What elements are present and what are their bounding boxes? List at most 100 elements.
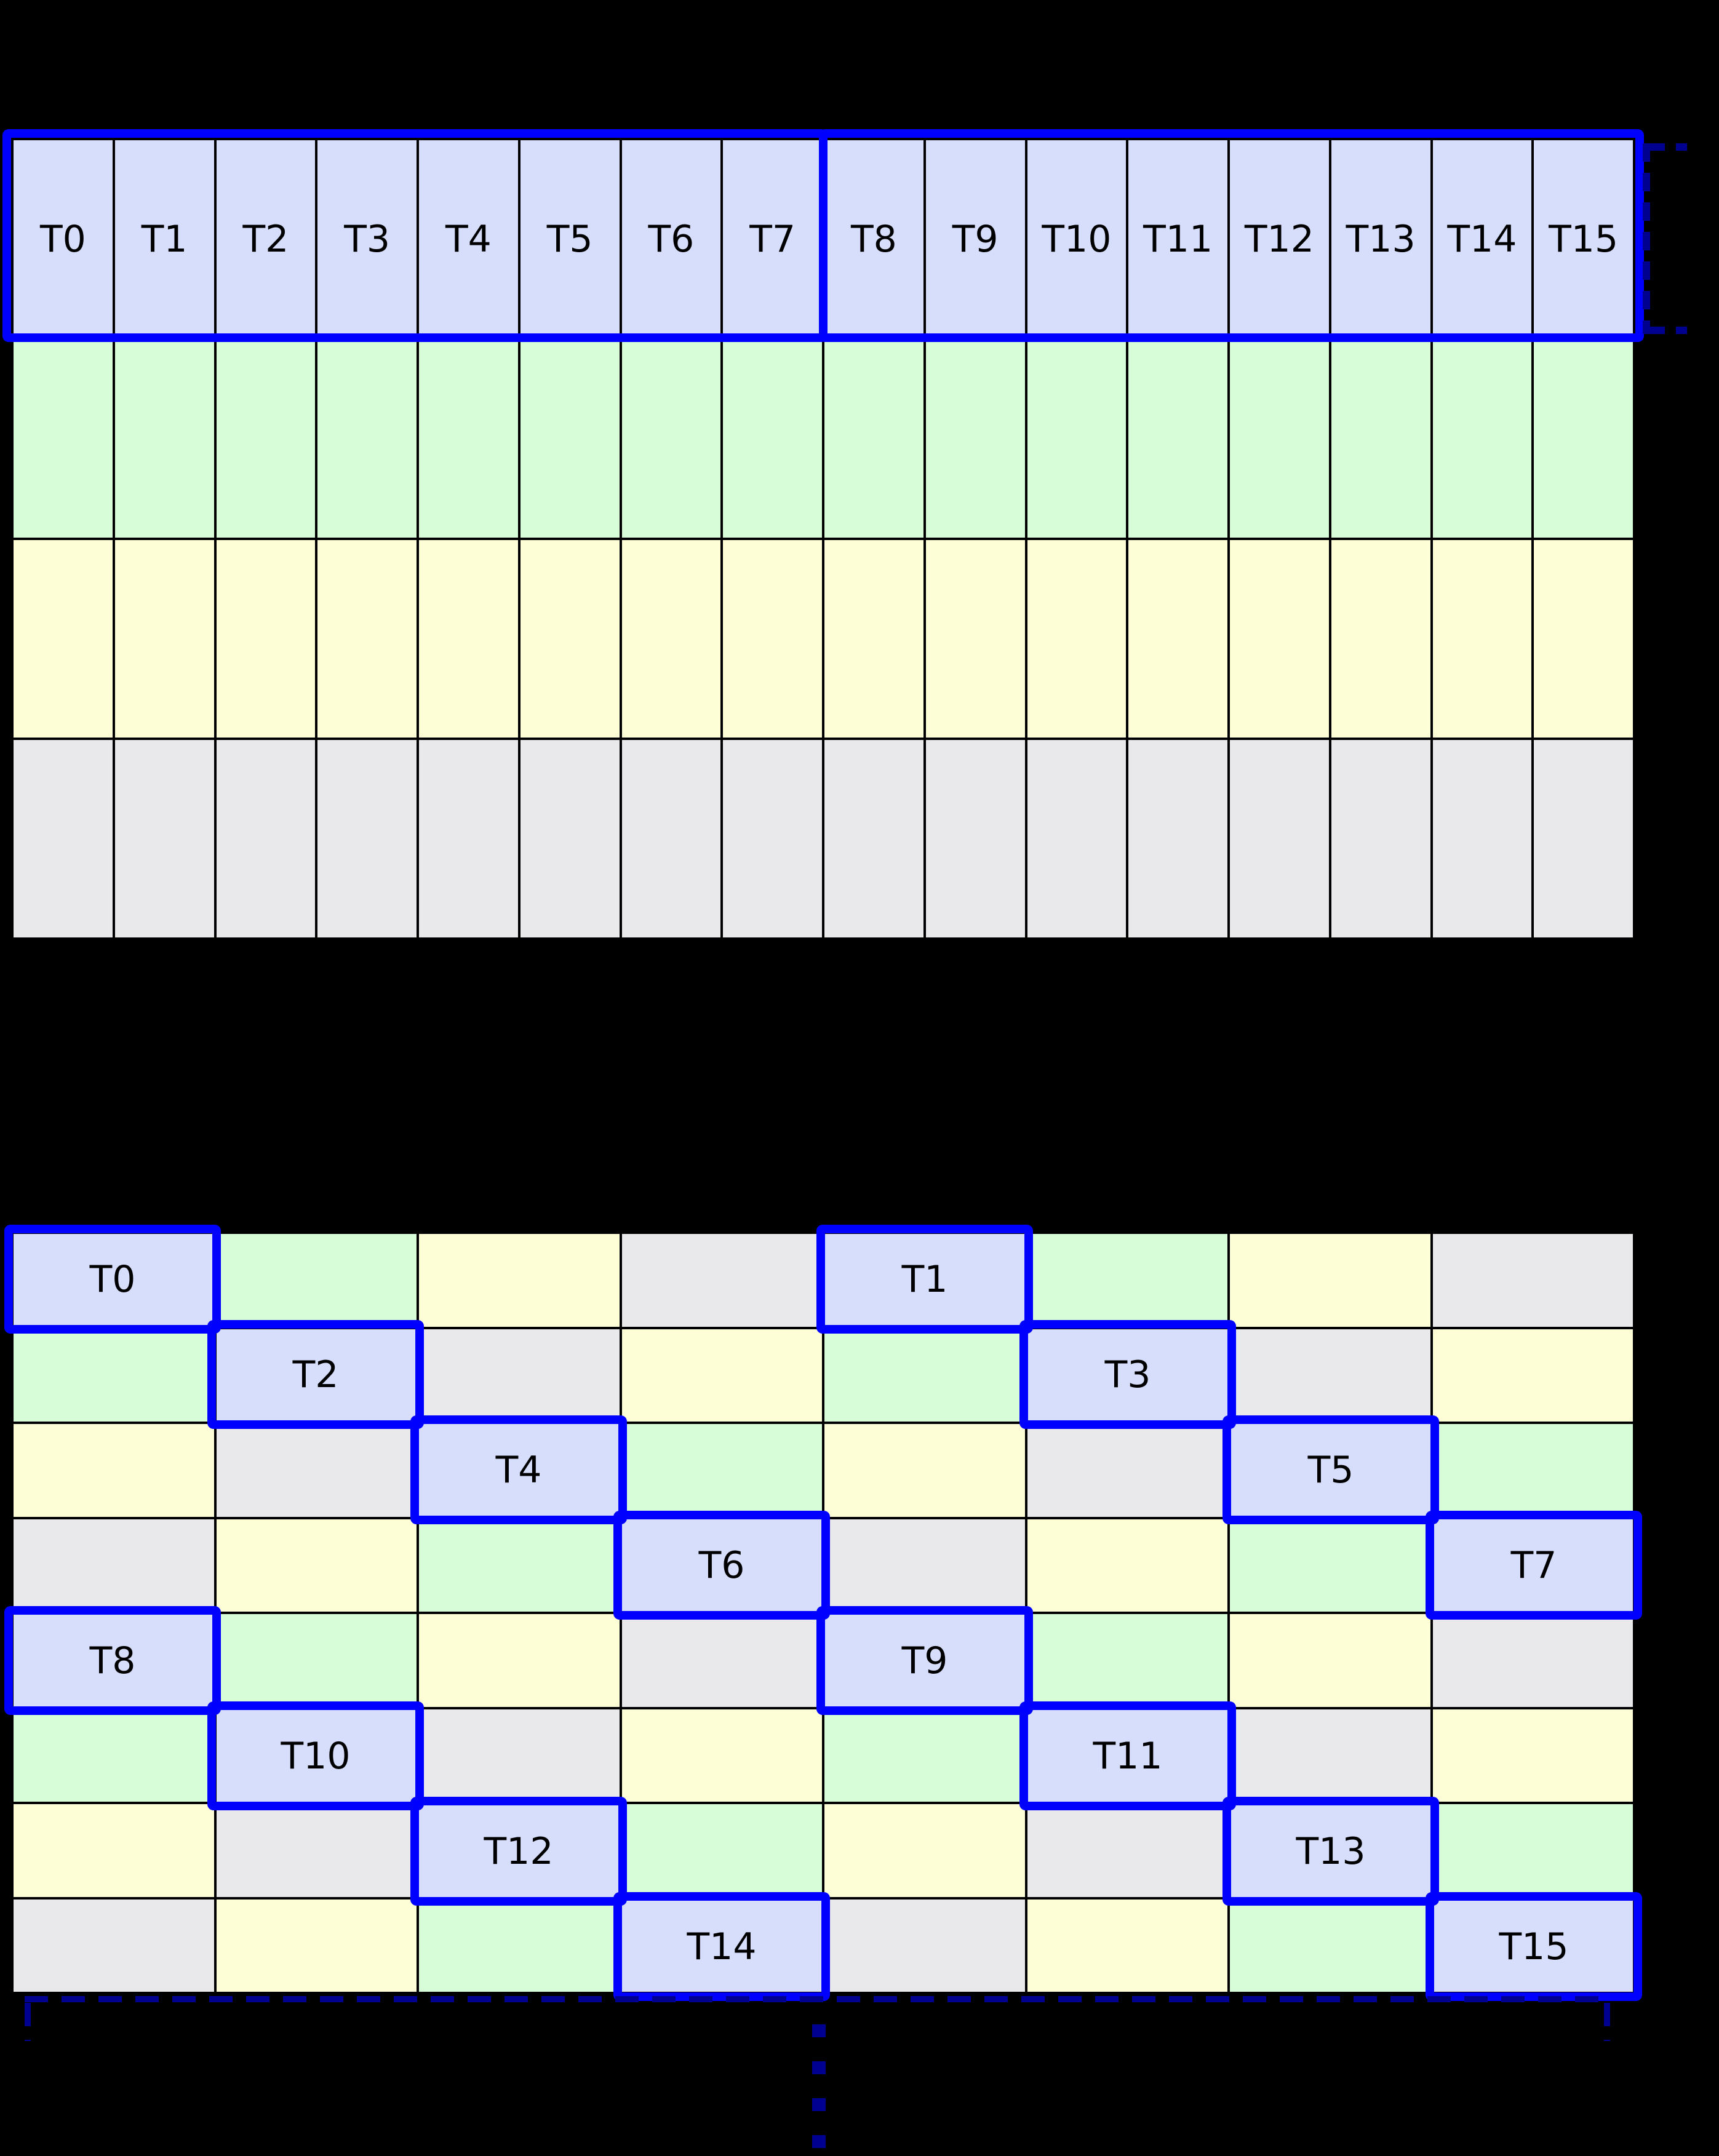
- top-grid-cell: [824, 540, 923, 738]
- bottom-grid-cell: [621, 1614, 822, 1707]
- top-grid-cell: [1331, 740, 1430, 937]
- bottom-grid-cell: [621, 1804, 822, 1897]
- bottom-grid-cell: [1230, 1709, 1430, 1802]
- top-grid-cell: [520, 340, 620, 538]
- bottom-grid-cell: [1230, 1519, 1430, 1612]
- bottom-grid-cell: [1027, 1424, 1227, 1517]
- thread-label: T8: [89, 1639, 136, 1682]
- bottom-grid-cell: [621, 1519, 822, 1612]
- bottom-grid-cell: [621, 1329, 822, 1422]
- thread-label: T3: [344, 217, 391, 261]
- bottom-grid-cell: [419, 1709, 620, 1802]
- bottom-grid-cell: [1027, 1614, 1227, 1707]
- top-grid-cell: [1128, 540, 1227, 738]
- thread-highlight-box: T10: [207, 1701, 424, 1810]
- thread-highlight-box: T13: [1222, 1797, 1439, 1906]
- bottom-grid-cell: [824, 1804, 1025, 1897]
- bottom-grid-cell: [216, 1804, 417, 1897]
- bottom-grid-cell: [824, 1709, 1025, 1802]
- thread-label: T7: [749, 217, 796, 261]
- thread-label: T12: [484, 1829, 554, 1873]
- top-grid-cell: T4: [419, 140, 518, 338]
- thread-highlight-box: T1: [816, 1225, 1033, 1334]
- bottom-grid-cell: [419, 1424, 620, 1517]
- bottom-grid-cell: [216, 1709, 417, 1802]
- top-grid-cell: [317, 340, 417, 538]
- top-grid-cell: [317, 540, 417, 738]
- thread-label: T8: [850, 217, 897, 261]
- thread-label: T5: [546, 217, 593, 261]
- bottom-grid-cell: [1230, 1804, 1430, 1897]
- bottom-grid-cell: [14, 1804, 214, 1897]
- thread-group-box-T0-T7: [2, 129, 828, 342]
- thread-label: T10: [1042, 217, 1112, 261]
- bottom-grid-cell: [1432, 1899, 1633, 1992]
- top-grid-cell: [1128, 340, 1227, 538]
- top-grid-cell: T0: [14, 140, 113, 338]
- top-grid-cell: [1331, 340, 1430, 538]
- thread-label: T2: [292, 1353, 339, 1396]
- bottom-grid-cell: [1432, 1424, 1633, 1517]
- thread-highlight-box: T15: [1426, 1892, 1642, 2001]
- bottom-grid-cell: [1432, 1614, 1633, 1707]
- thread-label: T13: [1346, 217, 1416, 261]
- bottom-grid-cell: [1027, 1234, 1227, 1327]
- top-grid-cell: [723, 340, 822, 538]
- bottom-grid-cell: [824, 1614, 1025, 1707]
- thread-label: T15: [1499, 1925, 1569, 1968]
- top-grid-cell: [1128, 740, 1227, 937]
- top-grid-cell: [1230, 340, 1329, 538]
- thread-label: T14: [1447, 217, 1517, 261]
- top-grid-cell: [925, 340, 1025, 538]
- thread-label: T9: [952, 217, 999, 261]
- top-grid-cell: [1027, 340, 1127, 538]
- bottom-grid-cell: [14, 1424, 214, 1517]
- thread-label: T7: [1510, 1543, 1557, 1587]
- bottom-grid-cell: [14, 1519, 214, 1612]
- thread-label: T1: [141, 217, 188, 261]
- bottom-grid-cell: [14, 1234, 214, 1327]
- top-grid-cell: [114, 540, 214, 738]
- thread-label: T10: [281, 1734, 351, 1778]
- thread-label: T13: [1296, 1829, 1366, 1873]
- thread-label: T6: [648, 217, 695, 261]
- top-grid-cell: [419, 540, 518, 738]
- top-grid-cell: [114, 340, 214, 538]
- bottom-grid-cell: [1230, 1234, 1430, 1327]
- thread-label: T0: [39, 217, 86, 261]
- top-grid-cell: T14: [1432, 140, 1532, 338]
- thread-label: T6: [698, 1543, 745, 1587]
- bottom-grid-cell: [621, 1709, 822, 1802]
- thread-highlight-box: T11: [1019, 1701, 1236, 1810]
- top-grid-cell: [419, 740, 518, 937]
- grid-width-dashed-bracket-icon: [25, 1996, 1610, 2041]
- top-grid-cell: [1432, 340, 1532, 538]
- top-grid-cell: [1432, 540, 1532, 738]
- thread-highlight-box: T6: [613, 1511, 830, 1620]
- top-grid-cell: T11: [1128, 140, 1227, 338]
- bottom-grid-cell: [621, 1899, 822, 1992]
- top-grid-cell: T9: [925, 140, 1025, 338]
- bottom-grid-cell: [1027, 1519, 1227, 1612]
- top-grid-cell: T3: [317, 140, 417, 338]
- top-grid-cell: [1230, 740, 1329, 937]
- bottom-grid-cell: [824, 1424, 1025, 1517]
- thread-label: T15: [1549, 217, 1619, 261]
- top-grid-cell: [114, 740, 214, 937]
- bottom-grid-cell: [1230, 1329, 1430, 1422]
- bottom-grid-cell: [1027, 1804, 1227, 1897]
- thread-label: T3: [1104, 1353, 1151, 1396]
- top-grid-cell: [520, 740, 620, 937]
- bottom-grid-cell: [824, 1519, 1025, 1612]
- top-grid-cell: [824, 740, 923, 937]
- bottom-grid-cell: [621, 1424, 822, 1517]
- thread-highlight-box: T9: [816, 1606, 1033, 1715]
- top-grid-cell: [621, 340, 721, 538]
- top-grid-cell: [1432, 740, 1532, 937]
- bottom-grid-cell: [216, 1519, 417, 1612]
- bottom-grid-cell: [1230, 1424, 1430, 1517]
- bottom-grid-cell: [1432, 1519, 1633, 1612]
- thread-label: T11: [1093, 1734, 1163, 1778]
- thread-label: T4: [495, 1448, 542, 1492]
